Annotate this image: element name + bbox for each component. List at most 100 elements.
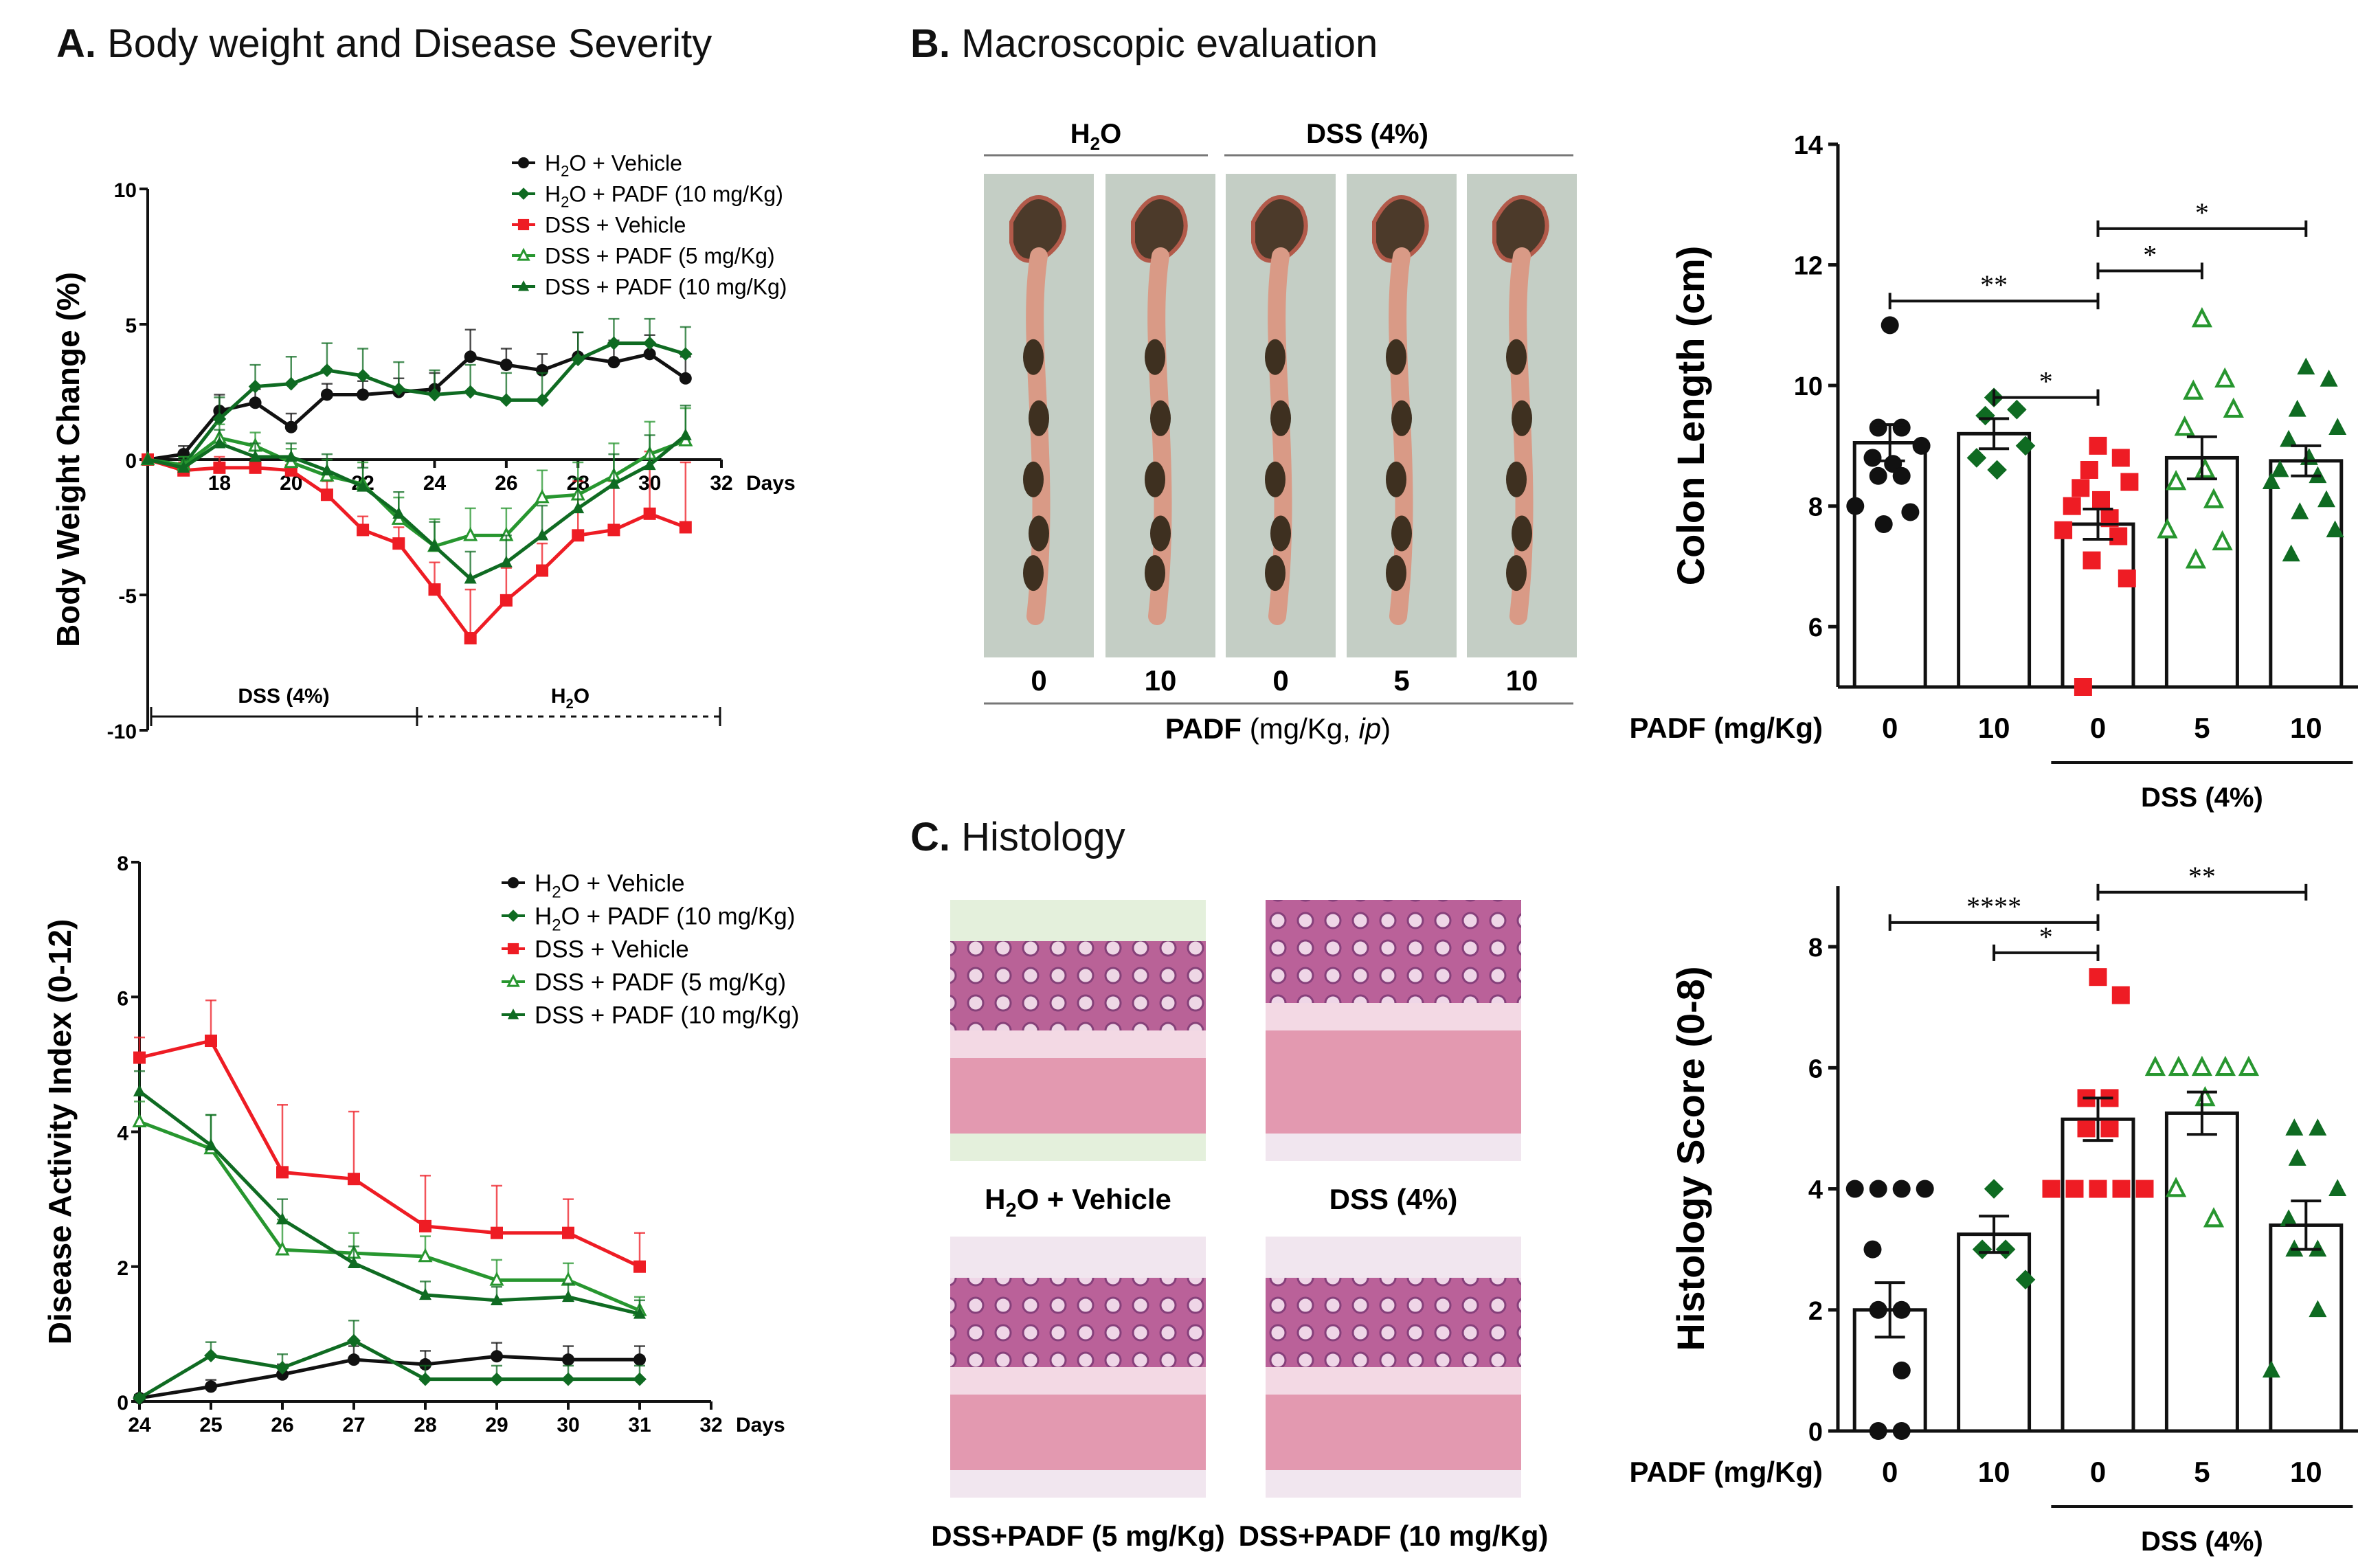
x-tick-label: 26 [495, 472, 517, 495]
colon-photo-3: 5 [1347, 174, 1457, 697]
data-point [419, 1358, 431, 1371]
data-point [2280, 1209, 2298, 1227]
colon-pellet [1506, 555, 1527, 591]
data-point [2203, 488, 2225, 508]
significance-bracket: * [2096, 197, 2308, 237]
colon-pellet [1270, 515, 1291, 552]
legend-marker [507, 910, 519, 922]
data-point [276, 1213, 289, 1225]
data-point [356, 368, 370, 383]
data-point [2288, 1149, 2306, 1166]
bar-group-2 [2054, 436, 2139, 696]
data-point [499, 555, 513, 567]
panel-b-heading: B. Macroscopic evaluation [910, 21, 1378, 67]
y-axis-label: Body Weight Change (%) [50, 272, 86, 647]
data-point [2297, 357, 2315, 375]
histology-image-2: DSS+PADF (5 mg/Kg) [931, 1237, 1225, 1552]
panel-c-heading: C. Histology [910, 814, 1125, 860]
y-tick-label: 6 [1808, 1055, 1823, 1083]
data-point [212, 412, 227, 426]
histology-caption: DSS+PADF (10 mg/Kg) [1239, 1520, 1549, 1552]
x-tick-label: 31 [628, 1414, 651, 1436]
data-point [463, 385, 478, 399]
data-point [1869, 1422, 1887, 1440]
data-point [205, 1035, 217, 1048]
colon-cecum [1009, 195, 1066, 263]
significance-label: ** [1980, 269, 2008, 300]
data-point [633, 1372, 647, 1386]
data-point [1892, 1361, 1911, 1379]
data-point [562, 1226, 574, 1239]
data-point [2328, 418, 2347, 435]
series-line [139, 1039, 641, 1269]
data-point [1869, 1180, 1887, 1198]
series-1 [133, 1320, 647, 1405]
series-2 [133, 999, 646, 1273]
data-point [2328, 1179, 2347, 1196]
data-point [562, 1353, 574, 1366]
photo-dose-label: 0 [1031, 664, 1046, 697]
data-point [2135, 1180, 2154, 1198]
data-point [2262, 472, 2280, 489]
data-point [357, 480, 370, 492]
data-point [464, 350, 477, 363]
mucosa-layer [950, 1278, 1206, 1367]
panel-c-title: Histology [961, 815, 1125, 859]
data-point [2168, 1055, 2190, 1076]
data-point [1863, 449, 1882, 467]
data-point [679, 521, 692, 534]
y-axis-label: Histology Score (0-8) [1669, 966, 1712, 1351]
data-point [392, 537, 405, 550]
panel-b-letter: B. [910, 21, 950, 66]
data-point [633, 1260, 646, 1273]
data-point [2285, 1118, 2304, 1136]
data-point [633, 1307, 646, 1319]
legend-label: H2O + Vehicle [535, 870, 685, 902]
histology-images: H2O + Vehicle DSS (4%) DSS+PADF (5 mg/Kg) D… [931, 900, 1548, 1552]
data-point [2100, 1119, 2119, 1138]
legend-label: DSS + PADF (5 mg/Kg) [545, 244, 775, 269]
data-point [348, 1353, 360, 1366]
data-point [463, 527, 478, 541]
data-point [2326, 520, 2344, 538]
significance-bracket: * [1992, 921, 2100, 961]
x-tick-label: 32 [710, 472, 732, 495]
data-point [249, 396, 262, 409]
panel-b-title: Macroscopic evaluation [961, 21, 1378, 66]
data-point [2223, 397, 2244, 418]
histology-caption: DSS (4%) [1329, 1183, 1458, 1215]
data-point [2144, 1055, 2166, 1076]
data-point [392, 506, 405, 519]
data-point [2072, 479, 2090, 497]
data-point [2111, 449, 2130, 467]
series-line [138, 1338, 640, 1400]
significance-label: ** [2188, 861, 2216, 892]
data-point [204, 1349, 218, 1363]
data-point [464, 572, 477, 584]
data-point [491, 1226, 503, 1239]
y-tick-label: 8 [117, 853, 128, 875]
phase-dss-label: DSS (4%) [238, 685, 329, 708]
colon-pellet [1029, 400, 1049, 436]
data-point [535, 393, 549, 407]
y-tick-label: 8 [1808, 934, 1823, 962]
y-axis-label: Colon Length (cm) [1669, 246, 1712, 586]
data-point [276, 1166, 289, 1179]
bar-group-4 [2262, 1118, 2347, 1433]
data-point [499, 594, 513, 607]
series-line [147, 341, 686, 467]
significance-bracket: ** [2096, 861, 2308, 901]
y-tick-label: 4 [117, 1123, 128, 1145]
photo-group-h2o: H2O [1070, 119, 1121, 154]
category-label: 5 [2194, 1456, 2210, 1488]
data-point [1869, 418, 1887, 437]
y-axis-label: Disease Activity Index (0-12) [42, 919, 78, 1345]
colon-pellet [1512, 400, 1532, 436]
legend-label: DSS + Vehicle [535, 936, 689, 963]
data-point [607, 523, 620, 537]
data-point [1892, 1180, 1911, 1198]
bar [1852, 441, 1927, 689]
x-tick-label: 24 [128, 1414, 151, 1436]
